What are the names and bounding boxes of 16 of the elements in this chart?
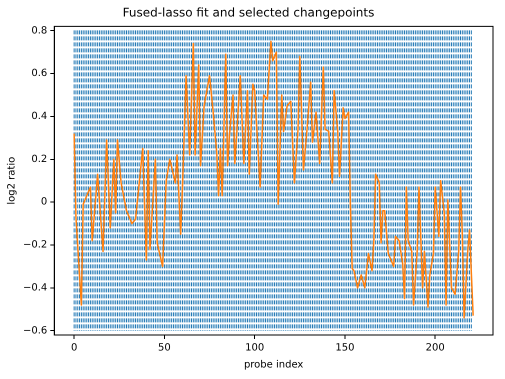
- x-tick-label: 150: [335, 342, 354, 354]
- x-tick-label: 100: [245, 342, 264, 354]
- y-tick-label: 0.6: [31, 68, 48, 80]
- y-axis-title: log2 ratio: [6, 156, 18, 205]
- y-tick-label: −0.6: [22, 325, 48, 336]
- x-tick-label: 50: [158, 342, 171, 354]
- y-tick-label: 0.4: [31, 111, 48, 122]
- y-tick-label: 0.2: [31, 154, 48, 165]
- y-tick-label: −0.4: [22, 282, 48, 294]
- x-tick-label: 0: [70, 342, 78, 354]
- x-axis-title: probe index: [244, 360, 304, 371]
- y-tick-label: 0.8: [31, 25, 48, 36]
- y-tick-label: −0.2: [22, 240, 48, 251]
- y-tick-label: 0: [40, 196, 48, 208]
- chart-title: Fused-lasso fit and selected changepoints: [122, 5, 374, 20]
- x-tick-label: 200: [426, 342, 445, 354]
